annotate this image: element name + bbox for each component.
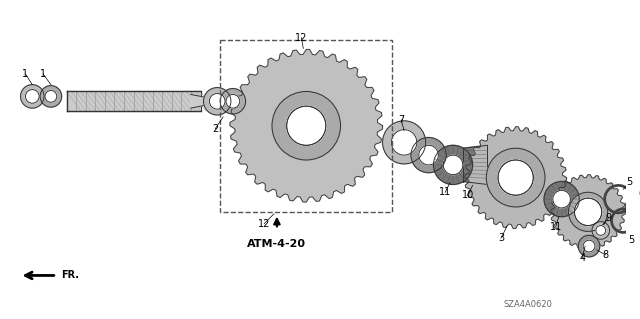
Circle shape [204, 88, 231, 115]
Polygon shape [67, 92, 200, 111]
Circle shape [433, 145, 472, 184]
Polygon shape [230, 49, 383, 202]
Text: 6: 6 [639, 189, 640, 199]
Polygon shape [191, 94, 205, 108]
Circle shape [583, 240, 595, 252]
Circle shape [272, 92, 340, 160]
Polygon shape [465, 127, 566, 228]
Circle shape [209, 93, 225, 109]
Text: 7: 7 [398, 115, 404, 125]
Text: 5: 5 [626, 177, 632, 188]
Text: 11: 11 [439, 187, 451, 197]
Polygon shape [551, 175, 625, 249]
Circle shape [287, 106, 326, 145]
Circle shape [568, 192, 607, 231]
Circle shape [419, 145, 438, 165]
Polygon shape [463, 145, 487, 184]
Text: SZA4A0620: SZA4A0620 [504, 300, 553, 309]
Bar [220, 40, 392, 212]
Circle shape [498, 160, 533, 195]
Text: ATM-4-20: ATM-4-20 [248, 239, 307, 249]
Circle shape [553, 190, 570, 208]
Circle shape [444, 155, 463, 175]
Circle shape [226, 94, 240, 108]
Text: 1: 1 [40, 69, 46, 79]
Text: 1: 1 [22, 69, 29, 79]
Circle shape [629, 202, 639, 212]
Circle shape [45, 91, 57, 102]
Circle shape [20, 85, 44, 108]
Circle shape [26, 90, 39, 103]
Circle shape [579, 235, 600, 257]
Text: 9: 9 [605, 213, 612, 223]
Text: 8: 8 [603, 250, 609, 260]
Text: 10: 10 [461, 190, 474, 200]
Text: 2: 2 [212, 124, 218, 134]
Circle shape [498, 160, 533, 195]
Text: 3: 3 [498, 233, 504, 243]
Text: 5: 5 [628, 235, 634, 245]
Circle shape [574, 198, 602, 226]
Circle shape [220, 89, 246, 114]
Circle shape [596, 226, 605, 235]
Text: FR.: FR. [61, 271, 79, 280]
Circle shape [574, 198, 602, 226]
Text: 4: 4 [579, 253, 585, 263]
Circle shape [383, 121, 426, 164]
Circle shape [411, 137, 446, 173]
Text: 12: 12 [258, 219, 270, 229]
Text: 11: 11 [550, 221, 562, 232]
Text: 12: 12 [295, 33, 308, 43]
Circle shape [592, 222, 609, 239]
Circle shape [40, 85, 61, 107]
Circle shape [287, 106, 326, 145]
Circle shape [392, 130, 417, 155]
Circle shape [544, 182, 579, 217]
Circle shape [486, 148, 545, 207]
Circle shape [625, 198, 640, 216]
